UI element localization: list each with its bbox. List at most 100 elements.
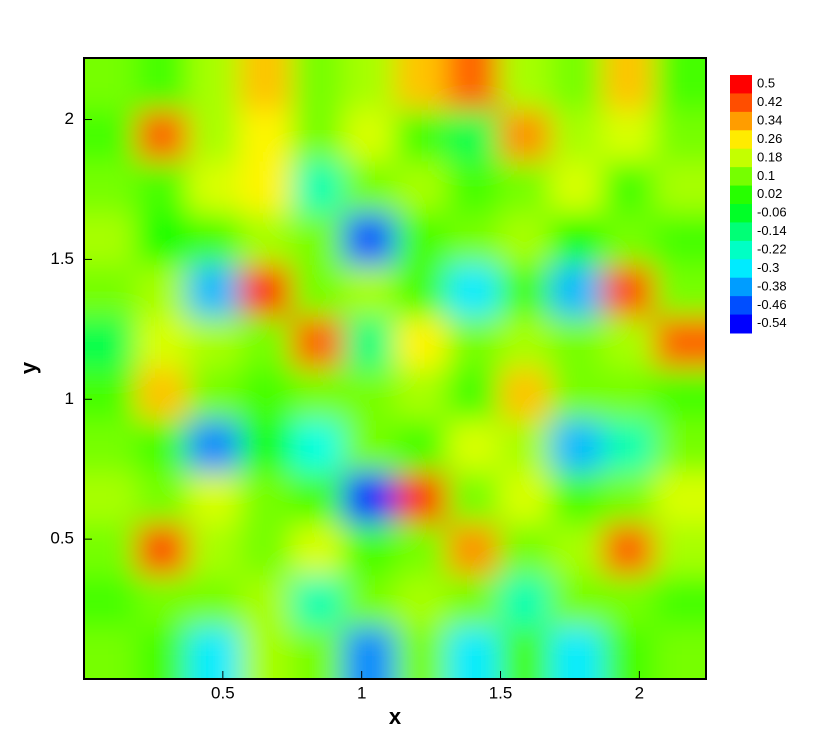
cell — [187, 316, 240, 369]
colorbar-label: 0.34 — [757, 113, 782, 128]
cell — [446, 109, 500, 162]
cell — [395, 213, 448, 266]
cell — [187, 420, 240, 473]
cell — [602, 316, 655, 369]
cell — [654, 265, 706, 318]
cell — [602, 265, 655, 318]
cell — [395, 109, 448, 162]
cell — [135, 420, 189, 473]
cell — [187, 265, 240, 318]
cell — [135, 575, 189, 628]
cell — [291, 109, 344, 162]
cell — [446, 420, 500, 473]
colorbar-label: -0.06 — [757, 205, 787, 220]
cell — [84, 58, 137, 111]
cell — [84, 420, 137, 473]
cell — [498, 575, 551, 628]
cell — [135, 472, 189, 525]
cell — [550, 316, 603, 369]
cell — [84, 575, 137, 628]
cell — [654, 109, 706, 162]
cell — [187, 161, 240, 214]
cell — [550, 472, 603, 525]
cell — [395, 472, 448, 525]
colorbar-swatch — [730, 277, 752, 297]
cell — [602, 368, 655, 421]
colorbar-label: -0.14 — [757, 223, 787, 238]
cell — [395, 368, 448, 421]
cell — [291, 316, 344, 369]
colorbar-label: 0.18 — [757, 149, 782, 164]
cell — [239, 213, 292, 266]
cell — [291, 58, 344, 111]
cell — [343, 109, 396, 162]
cell — [550, 420, 603, 473]
cell — [239, 58, 292, 111]
cell — [84, 161, 137, 214]
cell — [395, 161, 448, 214]
cell — [239, 368, 292, 421]
cell — [446, 627, 500, 679]
cell — [135, 265, 189, 318]
colorbar-label: -0.22 — [757, 242, 787, 257]
cell — [239, 109, 292, 162]
colorbar-swatch — [730, 259, 752, 279]
cell — [135, 627, 189, 679]
cell — [446, 575, 500, 628]
cell — [550, 368, 603, 421]
cell — [291, 368, 344, 421]
cell — [343, 420, 396, 473]
cell — [498, 627, 551, 679]
cell — [84, 265, 137, 318]
x-axis-title: x — [389, 704, 402, 729]
cell — [395, 523, 448, 576]
cell — [654, 58, 706, 111]
cell — [550, 161, 603, 214]
cell — [550, 109, 603, 162]
y-axis-title: y — [16, 361, 41, 374]
cell — [395, 575, 448, 628]
cell — [446, 265, 500, 318]
cell — [654, 161, 706, 214]
cell — [446, 316, 500, 369]
cell — [343, 213, 396, 266]
colorbar-swatch — [730, 75, 752, 94]
colorbar-swatch — [730, 93, 752, 113]
cell — [187, 627, 240, 679]
cell — [239, 265, 292, 318]
cell — [239, 523, 292, 576]
cell — [654, 420, 706, 473]
colorbar-label: 0.5 — [757, 76, 775, 91]
cell — [291, 161, 344, 214]
colorbar-swatch — [730, 296, 752, 316]
field — [84, 58, 706, 679]
cell — [135, 109, 189, 162]
y-tick-label: 2 — [65, 109, 74, 128]
cell — [291, 472, 344, 525]
cell — [84, 213, 137, 266]
cell — [343, 523, 396, 576]
cell — [498, 523, 551, 576]
cell — [498, 213, 551, 266]
cell — [291, 213, 344, 266]
cell — [239, 420, 292, 473]
cell — [239, 161, 292, 214]
cell — [602, 213, 655, 266]
cell — [343, 265, 396, 318]
cell — [602, 523, 655, 576]
colorbar-swatch — [730, 222, 752, 242]
cell — [498, 368, 551, 421]
cell — [654, 368, 706, 421]
cell — [654, 575, 706, 628]
field-cells — [84, 58, 706, 679]
cell — [550, 575, 603, 628]
x-tick-label: 1.5 — [489, 683, 513, 702]
cell — [602, 58, 655, 111]
cell — [654, 213, 706, 266]
cell — [550, 58, 603, 111]
cell — [343, 368, 396, 421]
colorbar-swatch — [730, 130, 752, 150]
colorbar-label: 0.42 — [757, 94, 782, 109]
cell — [395, 265, 448, 318]
